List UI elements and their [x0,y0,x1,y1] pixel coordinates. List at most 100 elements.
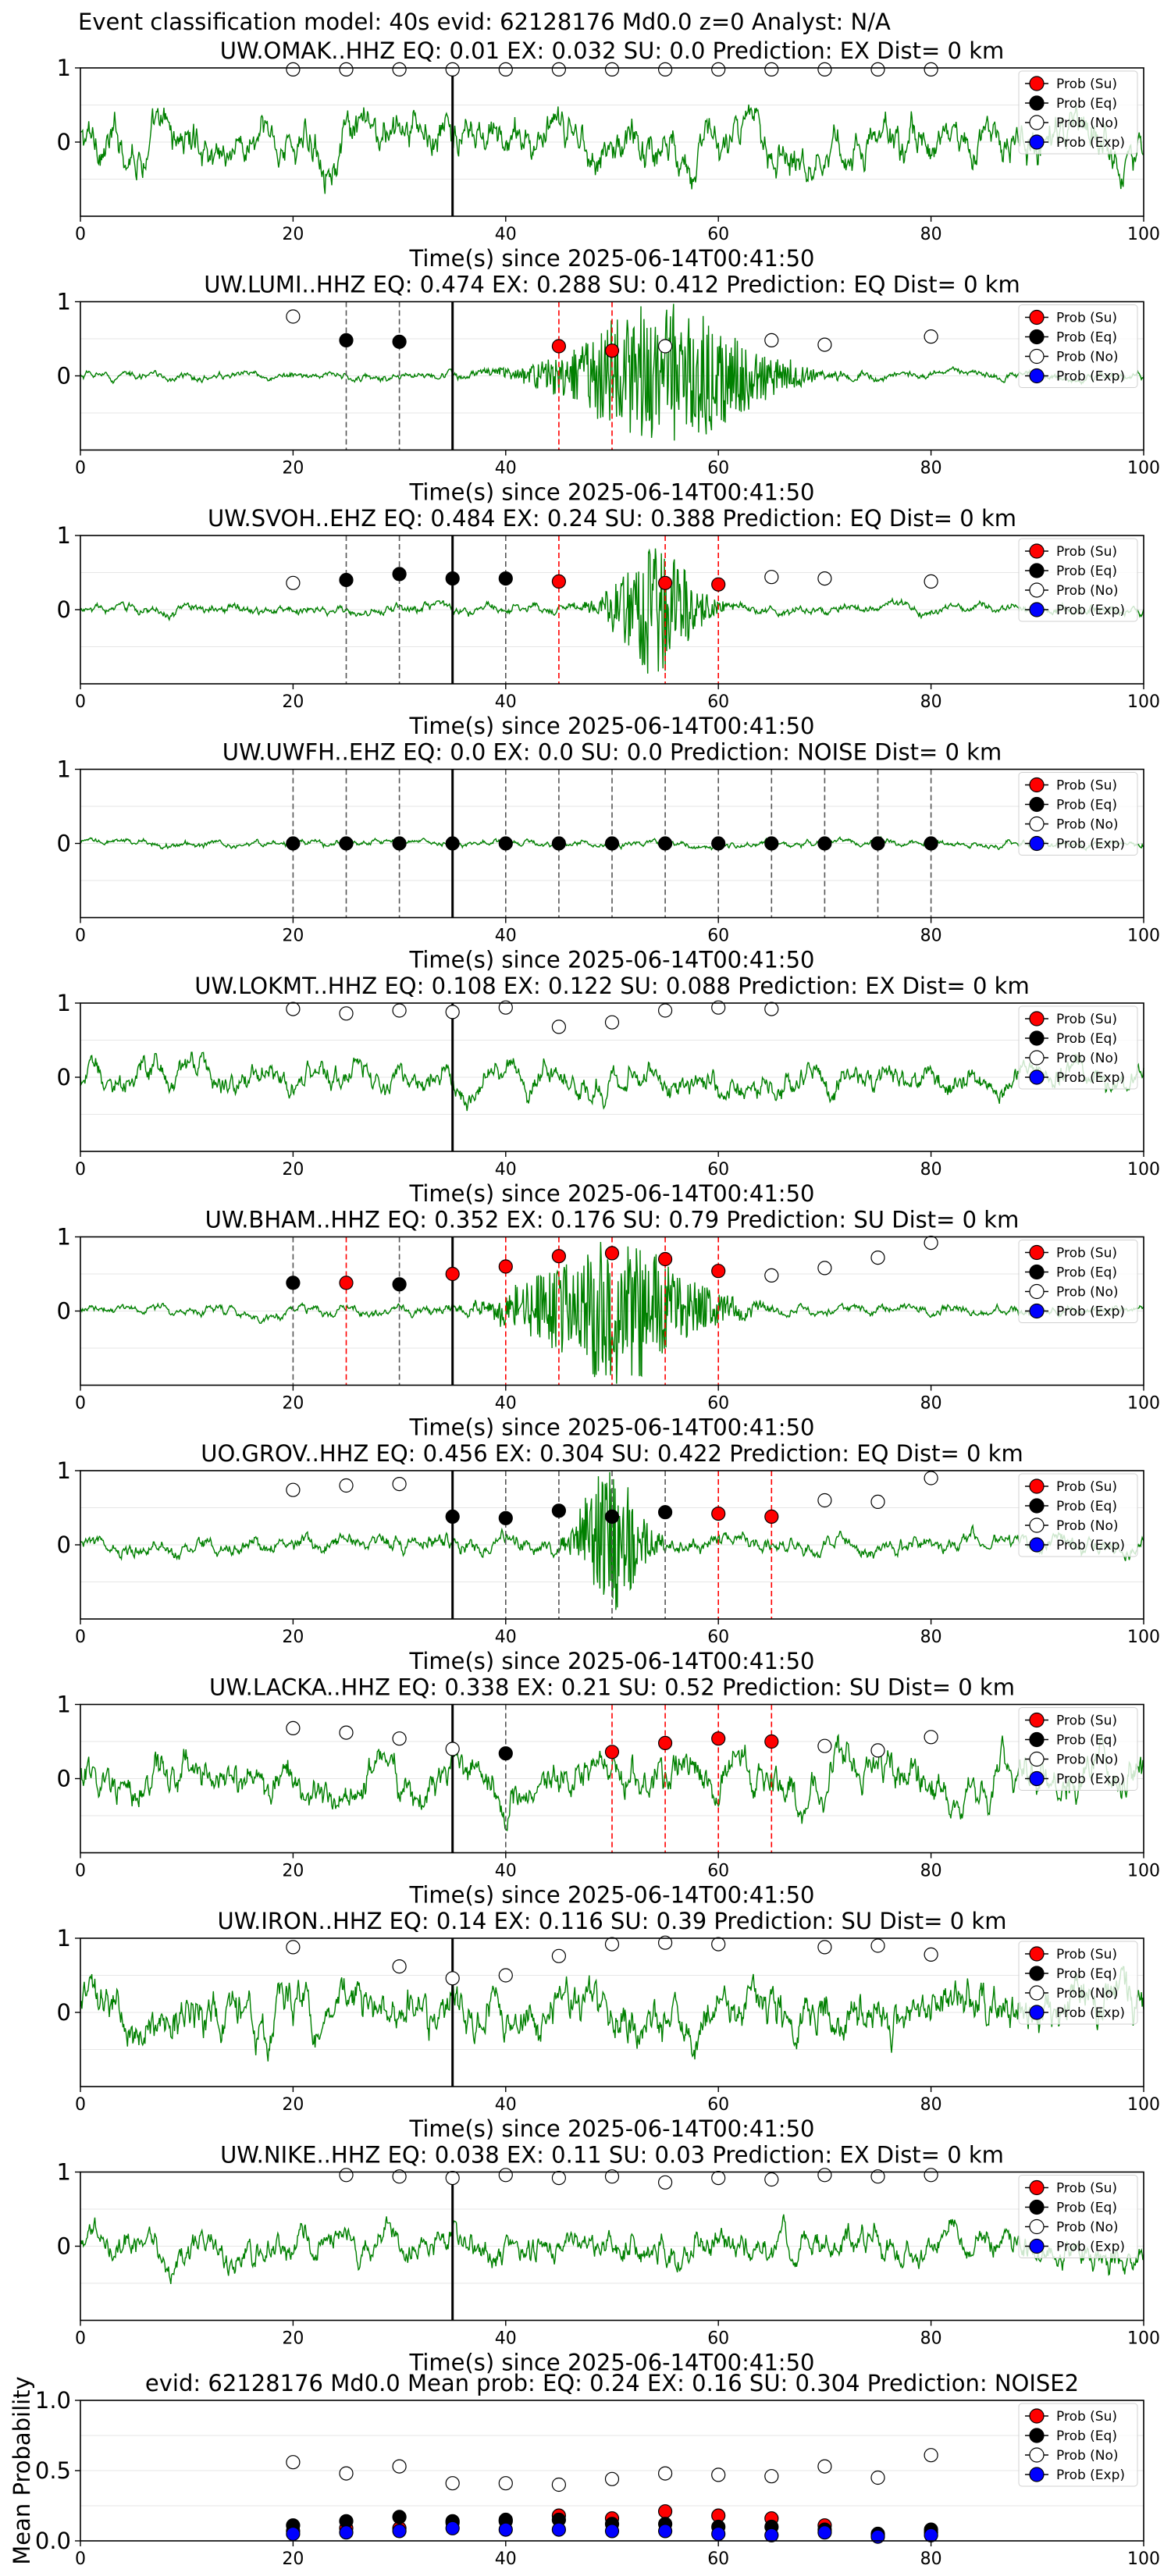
mean-point-eq [392,2510,407,2524]
mean-point-exp [604,2524,620,2539]
x-tick-label: 60 [707,1862,729,1881]
legend-marker-eq [1029,1731,1045,1748]
legend-marker-no [1029,1751,1045,1767]
marker-no [924,329,938,344]
marker-su [445,1266,460,1282]
panel-title: UW.IRON..HHZ EQ: 0.14 EX: 0.116 SU: 0.39… [218,1908,1007,1934]
legend-marker-eq [1029,1264,1045,1280]
marker-no [604,62,620,77]
marker-no [392,1476,407,1492]
marker-no [551,62,567,77]
marker-su [657,575,673,590]
legend-marker-su [1029,309,1045,326]
y-tick-label: 0.5 [35,2457,71,2484]
legend-marker-exp [1029,134,1045,150]
marker-eq [498,571,513,586]
x-tick-label: 40 [495,1862,517,1881]
mean-point-no [711,2467,726,2482]
panel-7: UO.GROV..HHZ EQ: 0.456 EX: 0.304 SU: 0.4… [57,1440,1160,1674]
marker-eq [870,836,885,851]
marker-no [604,1937,620,1952]
legend-marker-exp [1029,2467,1045,2482]
legend-label-su: Prob (Su) [1056,1947,1117,1962]
marker-no [286,309,301,324]
x-tick-label: 80 [920,1628,942,1647]
mean-point-no [392,2459,407,2474]
y-tick-label: 0 [57,831,71,857]
mean-point-exp [498,2522,513,2537]
legend-label-no: Prob (No) [1056,1752,1119,1768]
legend-marker-exp [1029,2005,1045,2020]
y-tick-label: 0 [57,129,71,155]
panel-legend: Prob (Su) Prob (Eq) Prob (No) Prob (Exp) [1018,70,1138,155]
marker-no [817,1261,832,1276]
panel-legend: Prob (Su) Prob (Eq) Prob (No) Prob (Exp) [1018,1473,1138,1557]
panel-title: UW.LOKMT..HHZ EQ: 0.108 EX: 0.122 SU: 0.… [194,973,1029,999]
x-tick-label: 20 [282,2329,304,2349]
x-tick-label: 60 [707,459,729,479]
marker-eq [657,836,673,851]
marker-no [924,1471,938,1485]
marker-no [339,1478,354,1493]
legend-marker-su [1029,1712,1045,1728]
mean-point-exp [924,2528,938,2542]
panel-legend: Prob (Su) Prob (Eq) Prob (No) Prob (Exp) [1018,2175,1138,2258]
x-axis-label: Time(s) since 2025-06-14T00:41:50 [409,1648,815,1674]
marker-eq [286,836,301,851]
marker-no [817,571,832,586]
mean-point-su [657,2504,673,2519]
legend-frame [1018,304,1138,388]
marker-eq [286,1276,301,1290]
x-tick-label: 20 [282,225,304,244]
legend-label-no: Prob (No) [1056,1986,1119,2001]
legend-frame [1018,1941,1138,2025]
legend-marker-no [1029,1985,1045,2001]
x-tick-label: 100 [1127,1862,1160,1881]
marker-no [498,1968,513,1983]
marker-su [711,1264,726,1279]
panel-title: UO.GROV..HHZ EQ: 0.456 EX: 0.304 SU: 0.4… [201,1440,1023,1467]
legend-label-no: Prob (No) [1056,817,1119,833]
waveform-trace [80,1966,1144,2062]
legend-label-exp: Prob (Exp) [1056,1772,1125,1788]
marker-su [711,577,726,592]
marker-eq [604,836,620,851]
marker-no [870,2169,885,2184]
x-tick-label: 80 [920,1160,942,1179]
marker-eq [498,836,513,851]
marker-su [498,1259,513,1274]
marker-no [339,2168,354,2183]
marker-no [286,62,301,77]
marker-eq [764,836,779,851]
x-tick-label: 60 [707,1160,729,1179]
marker-no [498,1000,513,1015]
x-tick-label: 20 [282,2549,304,2569]
legend-marker-eq [1029,95,1045,111]
mean-point-exp [339,2525,354,2540]
marker-no [711,62,726,77]
legend-label-exp: Prob (Exp) [1056,135,1125,151]
panel-title: UW.BHAM..HHZ EQ: 0.352 EX: 0.176 SU: 0.7… [205,1207,1020,1233]
panel-legend: Prob (Su) Prob (Eq) Prob (No) Prob (Exp) [1018,1005,1138,1090]
panel-title: UW.LUMI..HHZ EQ: 0.474 EX: 0.288 SU: 0.4… [204,272,1020,298]
legend-marker-exp [1029,602,1045,617]
figure-suptitle: Event classification model: 40s evid: 62… [78,9,891,35]
marker-no [924,574,938,589]
y-tick-label: 1 [57,289,71,315]
legend-label-eq: Prob (Eq) [1056,1966,1117,1982]
waveform-trace [80,104,1144,194]
y-tick-label: 1 [57,55,71,81]
marker-no [764,62,779,77]
x-tick-label: 100 [1127,2095,1160,2115]
legend-marker-eq [1029,2428,1045,2443]
mean-point-exp [392,2524,407,2539]
marker-no [764,1002,779,1016]
mean-point-no [657,2466,673,2481]
legend-label-su: Prob (Su) [1056,1713,1117,1729]
marker-no [551,2171,567,2186]
marker-su [551,574,567,589]
mean-point-exp [711,2526,726,2542]
mean-point-exp [657,2524,673,2539]
legend-label-exp: Prob (Exp) [1056,2467,1125,2483]
legend-marker-eq [1029,329,1045,345]
